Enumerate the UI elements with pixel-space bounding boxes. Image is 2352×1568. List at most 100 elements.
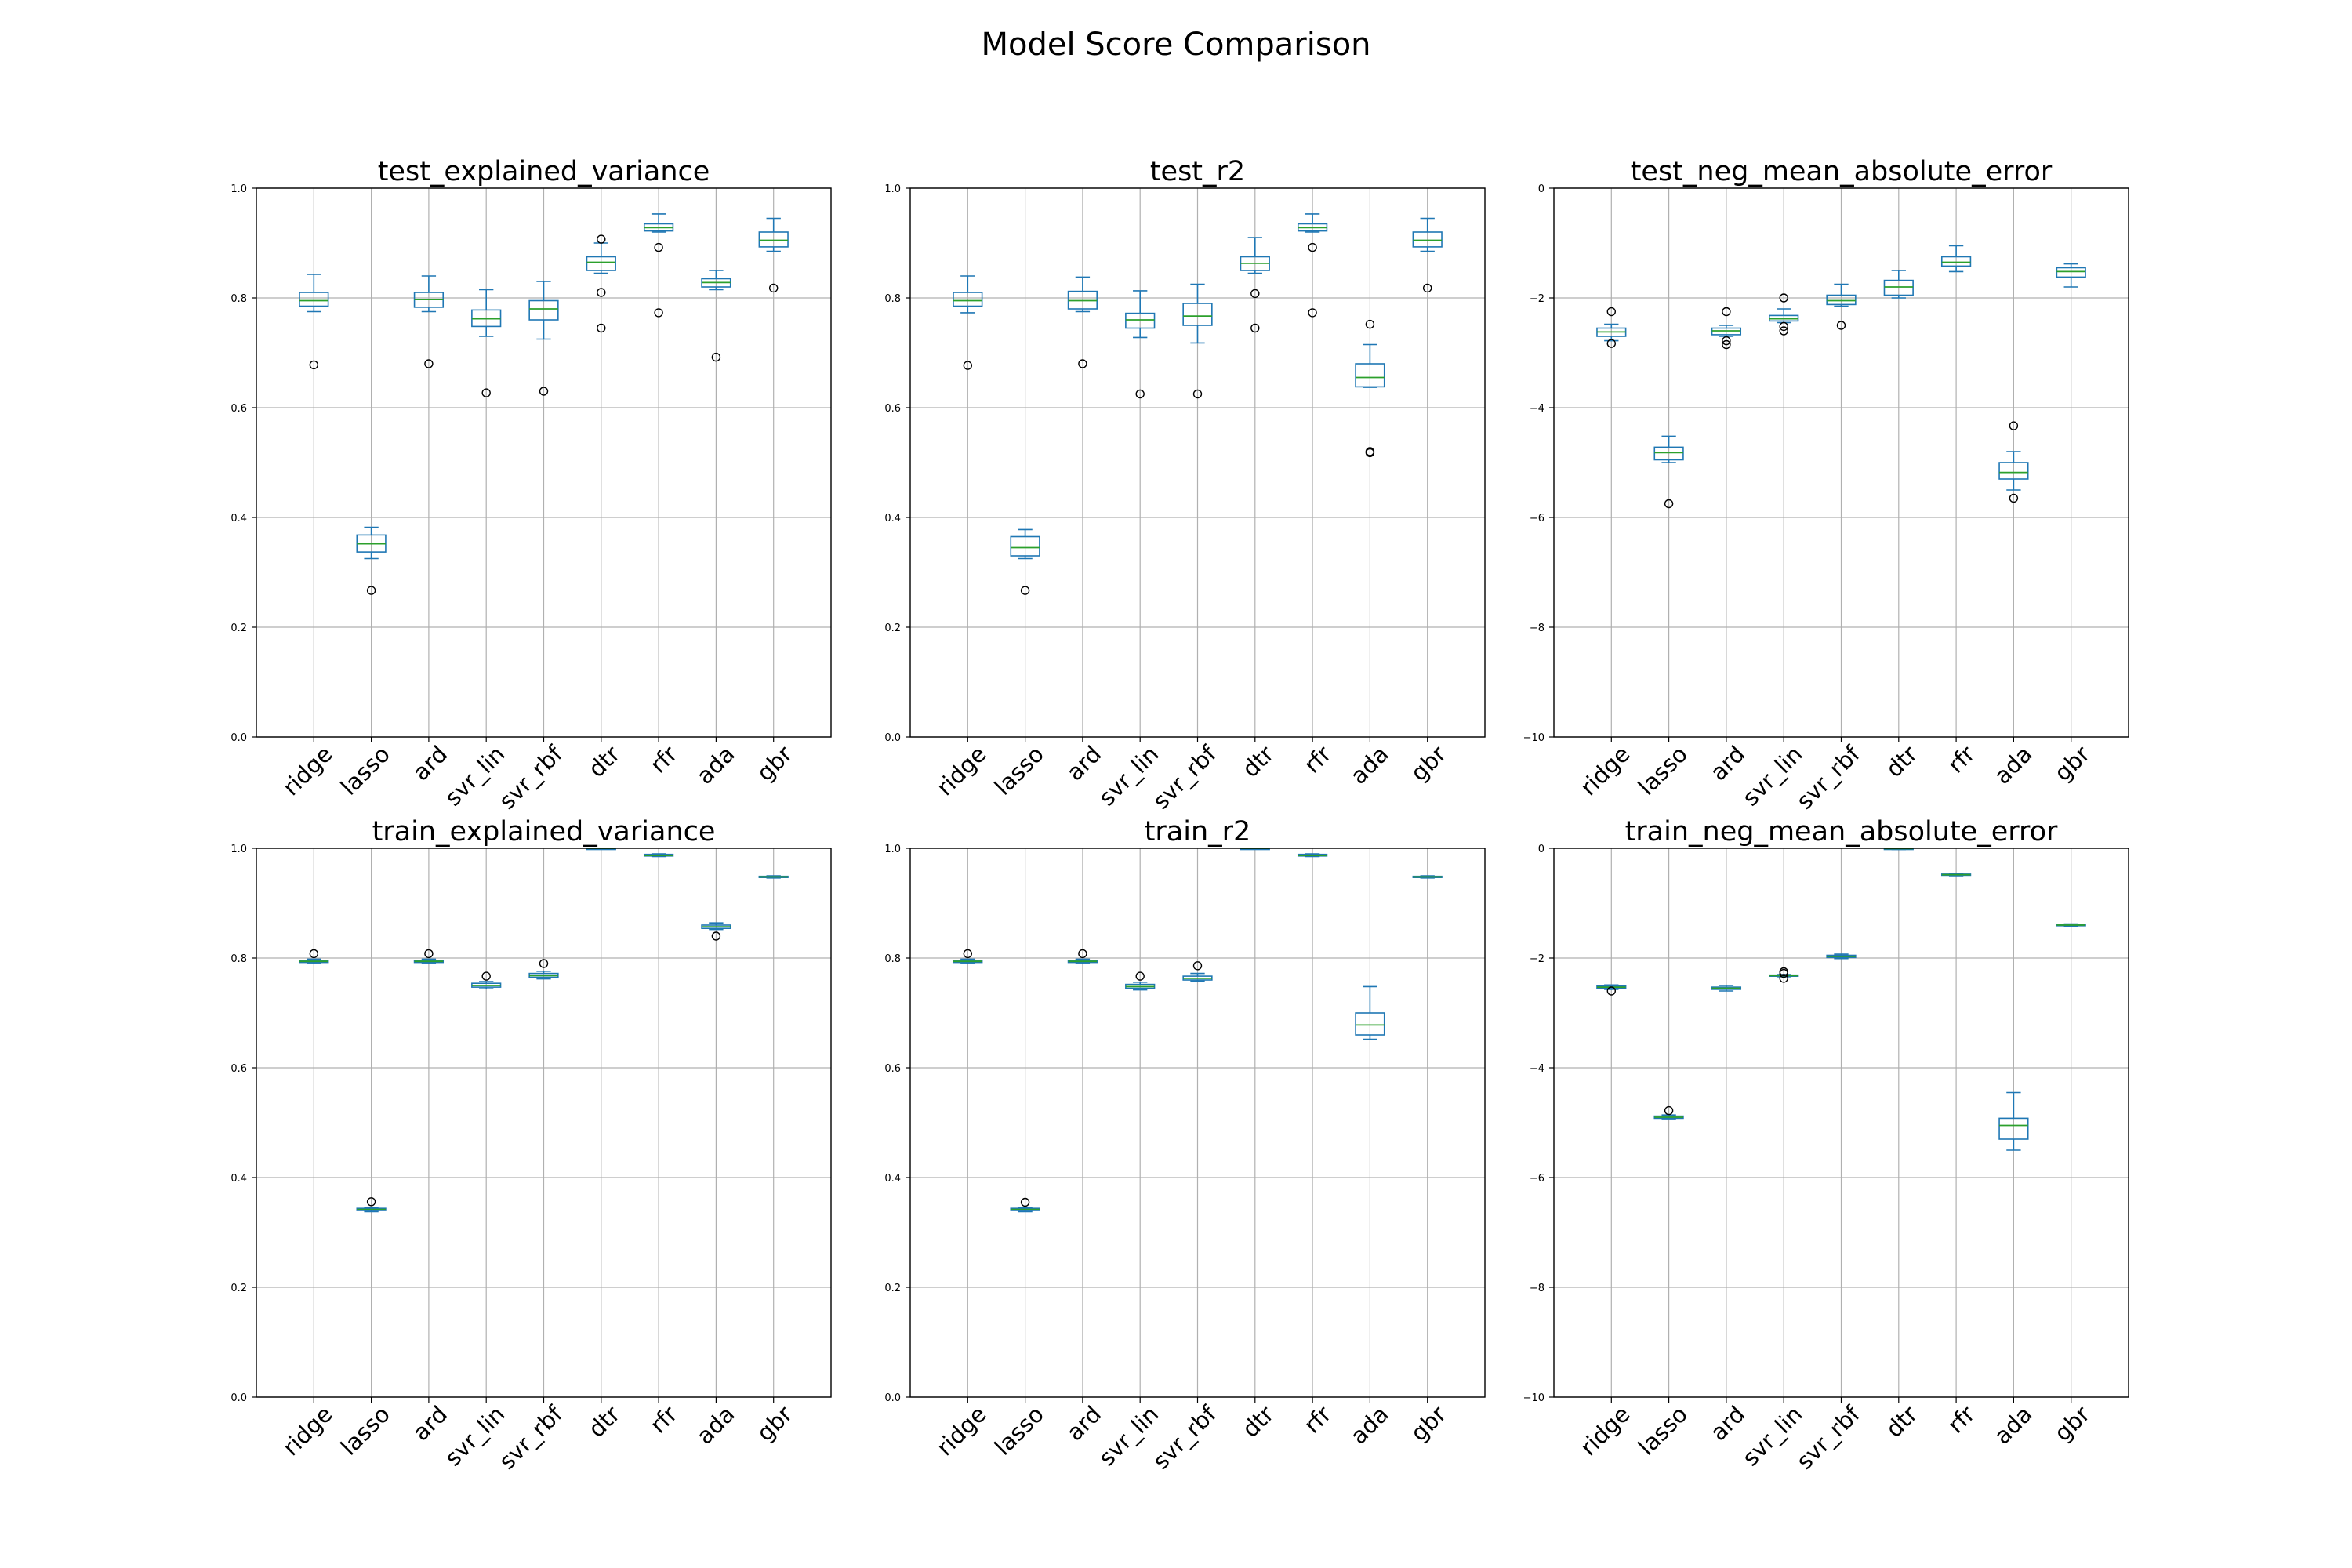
flier-point — [1192, 389, 1203, 399]
flier-point — [1779, 293, 1788, 303]
box-svr_rbf — [528, 281, 559, 396]
flier-point — [597, 288, 606, 297]
box-ard — [413, 275, 445, 368]
x-tick-label: gbr — [1406, 741, 1452, 787]
flier-point — [1020, 1197, 1030, 1207]
box-iqr — [1998, 462, 2029, 480]
flier-point — [1192, 961, 1203, 971]
box-ada — [701, 922, 731, 941]
box-iqr — [1940, 256, 1972, 267]
x-tick-label: lasso — [1633, 1401, 1693, 1461]
y-tick-label: 0.2 — [884, 1283, 901, 1294]
box-ada — [701, 270, 731, 362]
box-gbr — [758, 875, 789, 879]
flier-point — [963, 949, 973, 959]
box-iqr — [1182, 303, 1213, 326]
box-svr_rbf — [1826, 283, 1857, 330]
x-tick-label: ada — [1989, 1401, 2038, 1450]
y-tick-label: −10 — [1523, 732, 1544, 744]
box-rfr — [1940, 245, 1972, 273]
y-tick-label: 0.0 — [884, 1392, 901, 1404]
y-tick-label: 0.8 — [884, 293, 901, 305]
box-ard — [413, 949, 445, 964]
box-gbr — [2056, 923, 2086, 927]
box-svr_lin — [471, 289, 502, 397]
y-tick-label: −4 — [1530, 1063, 1544, 1075]
subplot-title: train_r2 — [1145, 816, 1251, 848]
box-svr_rbf — [1182, 961, 1213, 982]
y-tick-label: −4 — [1530, 403, 1544, 415]
x-tick-label: ard — [408, 741, 453, 786]
flier-point — [424, 359, 434, 368]
box-svr_rbf — [1182, 283, 1213, 399]
x-tick-label: svr_rbf — [1791, 1400, 1866, 1475]
flier-point — [1779, 321, 1788, 332]
flier-point — [1606, 339, 1617, 348]
box-iqr — [299, 292, 329, 307]
y-tick-label: 0.8 — [884, 953, 901, 965]
box-gbr — [2056, 263, 2086, 288]
y-tick-label: 0.4 — [230, 513, 247, 524]
subplot-title: test_r2 — [1150, 156, 1245, 187]
flier-point — [481, 971, 491, 981]
x-tick-label: lasso — [336, 1401, 395, 1461]
y-tick-label: 1.0 — [884, 183, 901, 195]
flier-point — [1606, 986, 1617, 996]
y-tick-label: −2 — [1530, 953, 1544, 965]
flier-point — [1779, 326, 1788, 336]
box-rfr — [1297, 853, 1328, 858]
box-iqr — [1125, 312, 1156, 329]
flier-point — [2009, 493, 2019, 503]
box-svr_lin — [471, 971, 502, 989]
flier-point — [1250, 323, 1260, 333]
flier-point — [711, 352, 721, 362]
y-tick-label: 0.0 — [230, 1392, 247, 1404]
box-svr_rbf — [1826, 953, 1857, 960]
x-tick-label: ada — [691, 1401, 740, 1450]
x-tick-label: dtr — [1881, 741, 1923, 783]
box-iqr — [1998, 1117, 2029, 1140]
x-tick-label: gbr — [2049, 1401, 2096, 1447]
box-ridge — [953, 949, 983, 964]
flier-point — [769, 283, 779, 293]
y-tick-label: 0.2 — [230, 1283, 247, 1294]
y-tick-label: 1.0 — [230, 844, 247, 855]
box-ard — [1067, 949, 1098, 964]
box-rfr — [643, 853, 674, 858]
box-dtr — [1240, 237, 1270, 333]
axes-frame — [256, 187, 832, 738]
box-dtr — [586, 234, 616, 333]
flier-point — [1722, 339, 1731, 350]
x-tick-label: dtr — [1237, 741, 1279, 783]
flier-point — [654, 242, 663, 252]
axes-frame — [1553, 187, 2129, 738]
flier-point — [963, 361, 973, 370]
y-tick-label: −8 — [1530, 622, 1544, 634]
y-tick-label: 0.6 — [884, 403, 901, 415]
flier-point — [1779, 968, 1788, 978]
flier-point — [1664, 499, 1674, 509]
flier-point — [424, 949, 434, 959]
box-iqr — [758, 231, 789, 248]
x-tick-label: lasso — [989, 1401, 1049, 1461]
box-ridge — [1596, 307, 1627, 348]
x-tick-label: ridge — [931, 741, 992, 801]
y-tick-label: 0.6 — [884, 1063, 901, 1075]
x-tick-label: ard — [1062, 741, 1107, 786]
x-tick-label: gbr — [752, 741, 798, 787]
y-tick-label: 0.6 — [230, 1063, 247, 1075]
y-tick-label: −8 — [1530, 1283, 1544, 1294]
x-tick-label: dtr — [583, 741, 626, 783]
x-tick-label: ard — [1705, 741, 1751, 786]
flier-point — [1020, 586, 1030, 595]
box-ada — [1998, 1091, 2029, 1151]
y-tick-label: 1.0 — [884, 844, 901, 855]
x-tick-label: ada — [691, 741, 740, 789]
flier-point — [481, 388, 491, 397]
flier-point — [1365, 319, 1375, 329]
y-tick-label: −2 — [1530, 293, 1544, 305]
y-tick-label: 0.8 — [230, 953, 247, 965]
box-gbr — [1412, 875, 1443, 879]
